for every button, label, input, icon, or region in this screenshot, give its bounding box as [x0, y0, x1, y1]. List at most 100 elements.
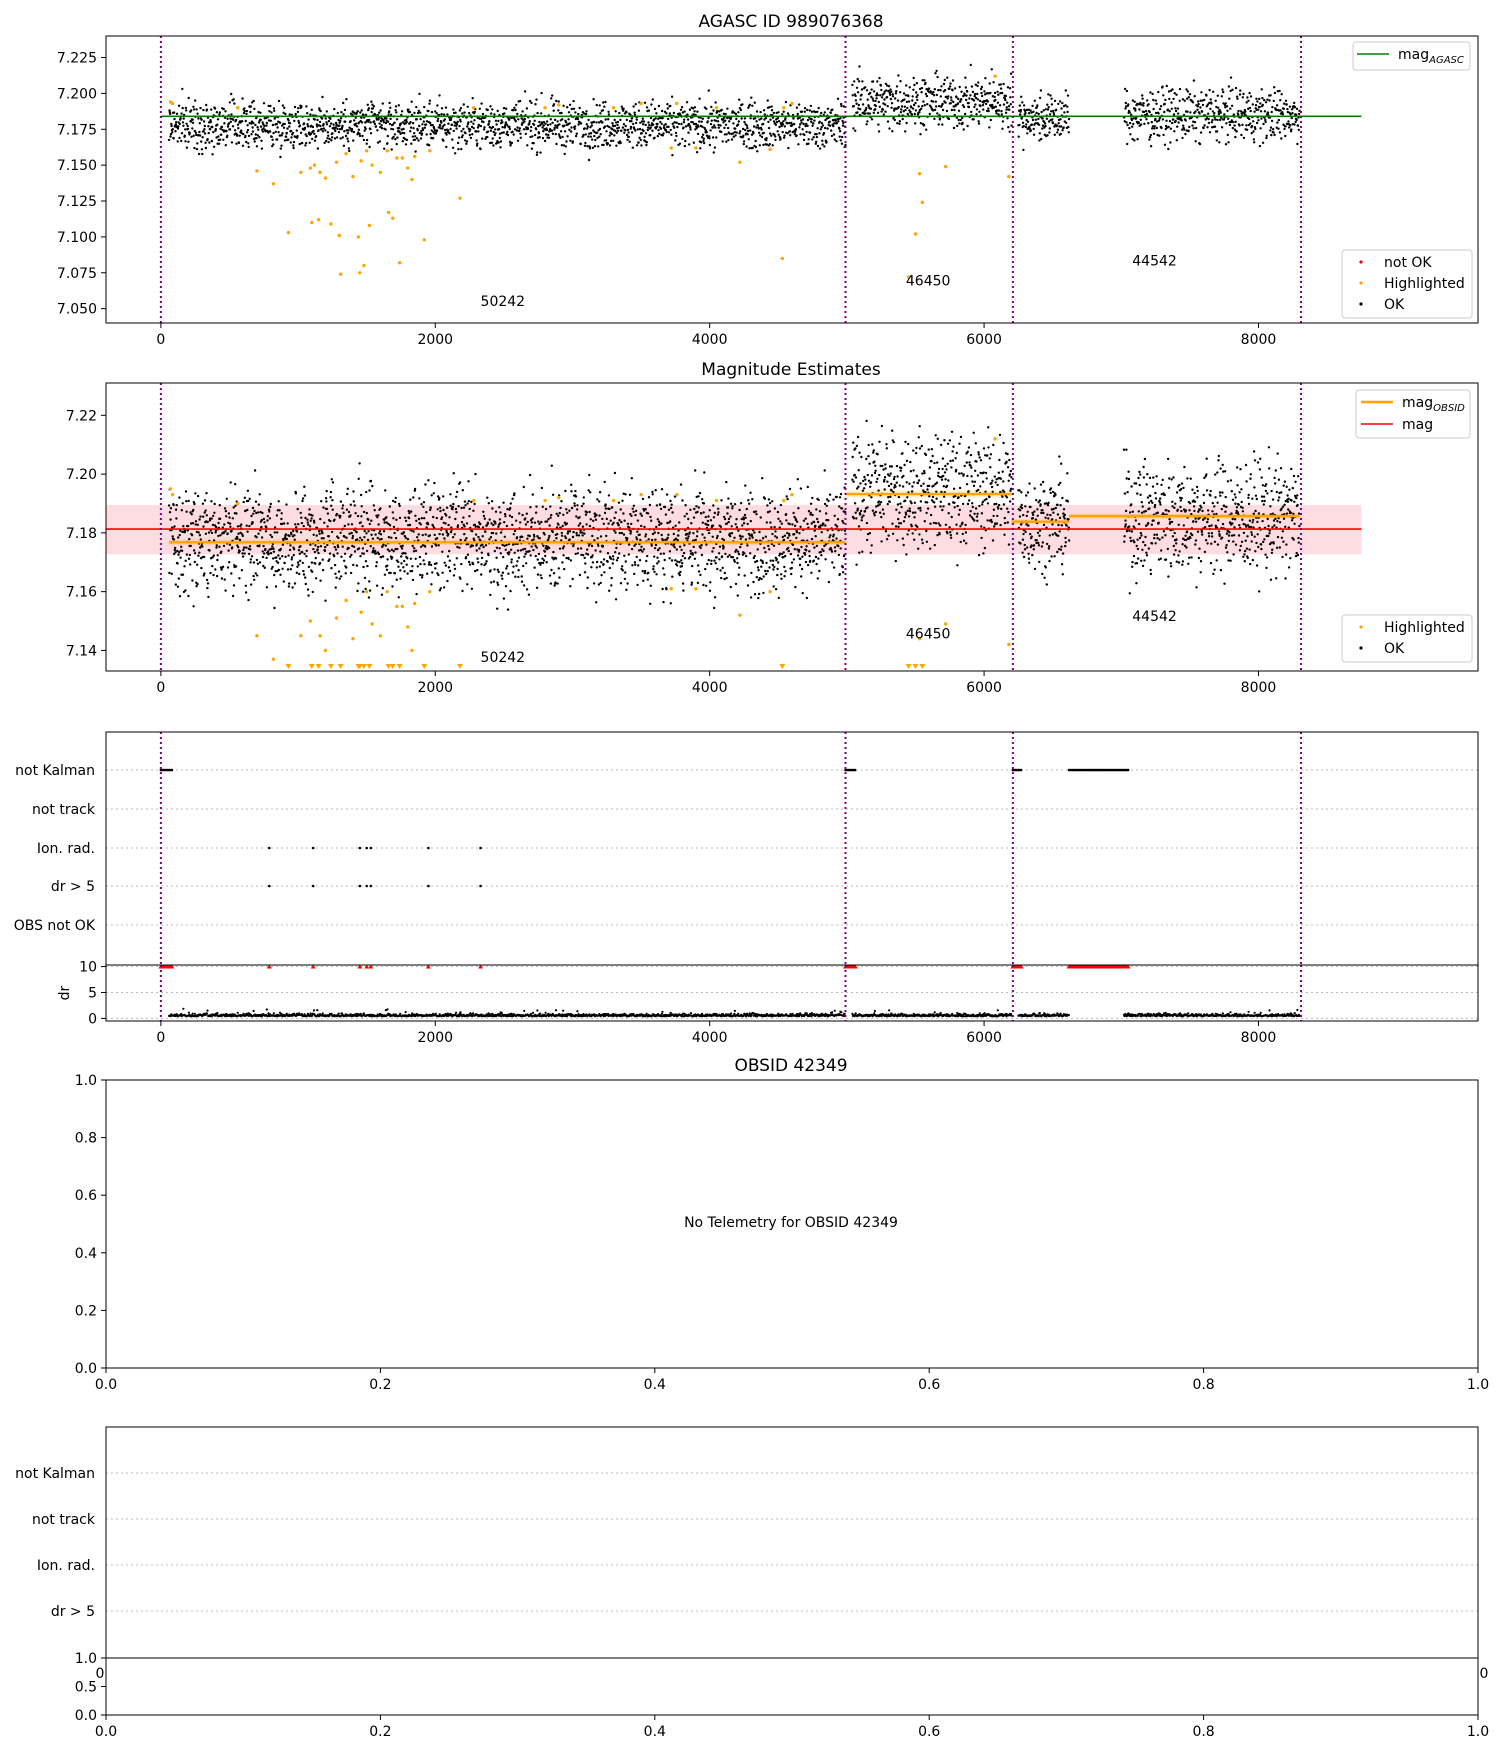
ok-point: [448, 549, 451, 553]
highlighted-point: [993, 74, 997, 78]
ok-point: [698, 491, 702, 495]
ok-point: [1293, 123, 1296, 126]
ok-point: [1265, 134, 1268, 137]
ok-point: [559, 136, 562, 140]
ok-point: [1127, 103, 1130, 106]
ok-point: [789, 134, 792, 137]
ok-point: [435, 544, 438, 547]
ok-point: [602, 101, 605, 104]
ok-point: [995, 112, 998, 115]
highlighted-point: [338, 272, 343, 276]
ok-point: [809, 104, 813, 108]
ok-point: [535, 153, 539, 157]
ok-point: [418, 131, 422, 135]
ok-point: [1005, 106, 1008, 109]
ok-point: [918, 87, 922, 91]
ok-point: [1141, 97, 1144, 100]
legend-label-mag-agasc-main: mag: [1398, 47, 1429, 63]
ok-point: [1186, 110, 1189, 113]
ok-point: [568, 122, 571, 125]
ok-point: [1256, 100, 1259, 103]
ok-point: [856, 111, 859, 114]
ok-point: [674, 131, 678, 135]
ok-point: [888, 127, 891, 130]
ok-point: [659, 120, 662, 124]
ok-point: [750, 96, 753, 99]
ok-point: [554, 581, 557, 584]
ok-point: [1168, 97, 1171, 101]
ok-point: [473, 523, 477, 526]
highlighted-point: [413, 154, 417, 159]
ok-point: [231, 594, 235, 598]
ok-point: [257, 128, 260, 131]
ok-point: [299, 511, 302, 515]
ok-point: [429, 508, 432, 512]
ok-point: [737, 120, 740, 123]
ok-point: [530, 525, 533, 529]
ok-point: [654, 117, 657, 120]
highlighted-point: [391, 216, 395, 220]
ok-point: [590, 566, 593, 569]
ok-point: [468, 133, 471, 137]
ok-point: [457, 136, 461, 139]
highlighted-point: [400, 156, 405, 160]
ok-point: [621, 499, 624, 502]
ok-point: [1004, 98, 1007, 102]
ok-point: [1264, 118, 1267, 122]
x-tick-label: 8000: [1241, 332, 1277, 348]
ok-point: [674, 559, 677, 562]
ok-point: [542, 130, 545, 133]
ok-point: [412, 550, 416, 553]
ok-point: [197, 531, 200, 534]
ok-point: [595, 103, 598, 107]
ok-point: [187, 96, 190, 100]
ok-point: [271, 138, 274, 141]
ok-point: [974, 103, 977, 106]
ok-point: [692, 141, 695, 144]
ok-point: [712, 516, 716, 519]
ok-point: [749, 117, 752, 120]
ok-point: [531, 493, 534, 496]
ok-point: [613, 471, 617, 475]
ok-point: [693, 110, 696, 113]
ok-point: [547, 518, 550, 521]
ok-point: [1009, 103, 1012, 106]
ok-point: [493, 549, 496, 553]
highlighted-point: [312, 163, 317, 167]
ok-point: [719, 569, 722, 572]
ok-point: [897, 105, 900, 109]
ok-point: [341, 136, 344, 139]
ok-point: [183, 529, 187, 532]
ok-point: [595, 601, 598, 604]
ok-point: [194, 492, 197, 495]
ok-point: [654, 489, 657, 492]
ok-point: [831, 108, 834, 111]
ok-point: [468, 515, 471, 518]
ok-point: [224, 110, 227, 113]
ok-point: [273, 526, 277, 529]
ok-point: [450, 123, 454, 127]
ok-point: [664, 513, 668, 516]
ok-point: [562, 513, 565, 516]
ok-point: [515, 536, 519, 539]
ok-point: [701, 498, 704, 501]
ok-point: [224, 144, 227, 147]
ok-point: [701, 133, 705, 136]
ok-point: [737, 552, 741, 556]
ok-point: [380, 124, 383, 127]
ok-point: [433, 127, 436, 130]
ok-point: [1137, 121, 1141, 125]
ok-point: [203, 572, 206, 575]
x-tick-label: 4000: [692, 332, 728, 348]
ok-point: [366, 564, 369, 568]
ok-point: [645, 559, 648, 563]
ok-point: [375, 565, 378, 568]
ok-point: [800, 119, 803, 122]
ok-point: [241, 144, 245, 147]
ok-point: [1196, 105, 1200, 108]
ok-point: [445, 514, 448, 517]
ok-point: [528, 473, 532, 477]
ok-point: [871, 80, 875, 83]
ok-point: [610, 132, 613, 136]
ok-point: [624, 571, 627, 574]
